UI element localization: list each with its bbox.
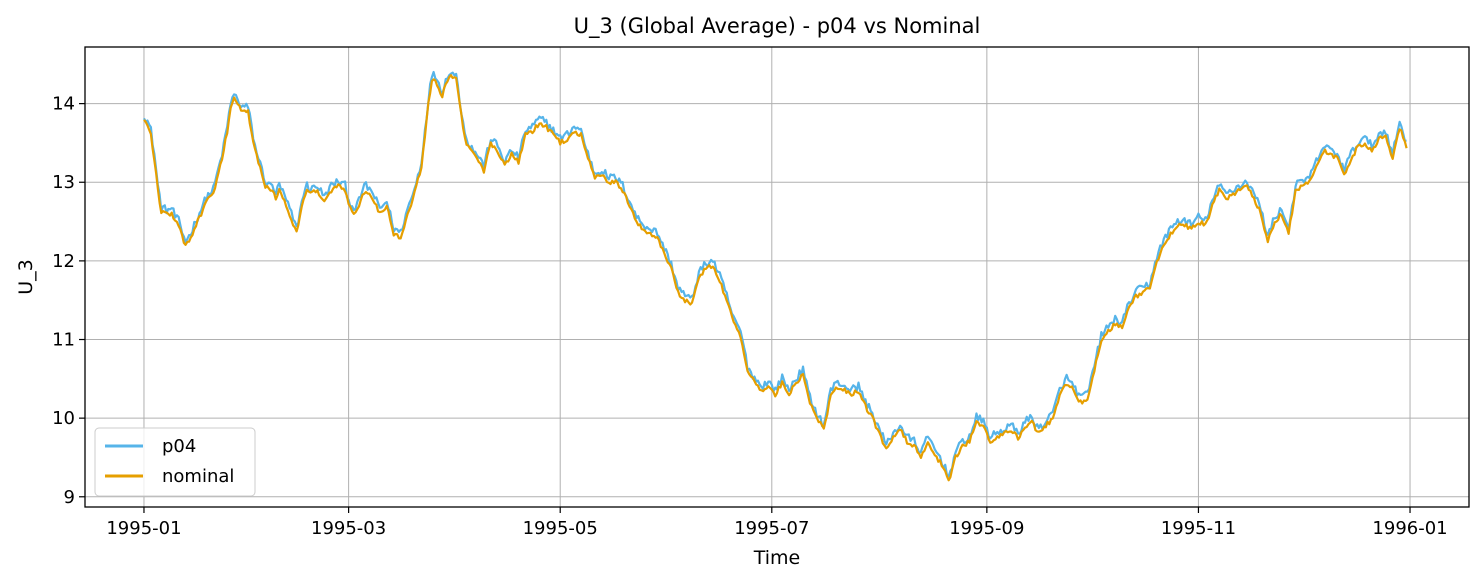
chart-title: U_3 (Global Average) - p04 vs Nominal xyxy=(574,14,981,39)
grid-lines xyxy=(85,47,1469,507)
legend: p04 nominal xyxy=(94,427,256,497)
legend-label-nominal: nominal xyxy=(162,466,234,487)
legend-label-p04: p04 xyxy=(162,436,196,457)
series-lines xyxy=(143,70,1408,482)
y-tick-label: 14 xyxy=(52,94,75,115)
plot-frame xyxy=(84,46,1470,508)
y-tick-label: 11 xyxy=(52,330,75,351)
x-tick-label: 1995-09 xyxy=(949,518,1024,539)
x-tick-label: 1995-01 xyxy=(106,518,181,539)
x-tick-label: 1996-01 xyxy=(1372,518,1447,539)
x-tick-label: 1995-07 xyxy=(734,518,809,539)
series-line-p04 xyxy=(143,70,1407,478)
y-tick-label: 10 xyxy=(52,408,75,429)
y-axis-label: U_3 xyxy=(15,259,37,295)
y-tick-label: 13 xyxy=(52,172,75,193)
y-tick-label: 9 xyxy=(64,487,75,508)
x-tick-label: 1995-11 xyxy=(1161,518,1236,539)
x-axis-ticks: 1995-01 1995-03 1995-05 1995-07 1995-09 1995-… xyxy=(106,507,1448,539)
y-axis-ticks: 9 10 11 12 13 14 xyxy=(52,94,85,508)
x-axis-label: Time xyxy=(753,547,801,569)
x-tick-label: 1995-03 xyxy=(311,518,386,539)
x-tick-label: 1995-05 xyxy=(523,518,598,539)
series-line-nominal xyxy=(143,74,1408,482)
y-tick-label: 12 xyxy=(52,251,75,272)
